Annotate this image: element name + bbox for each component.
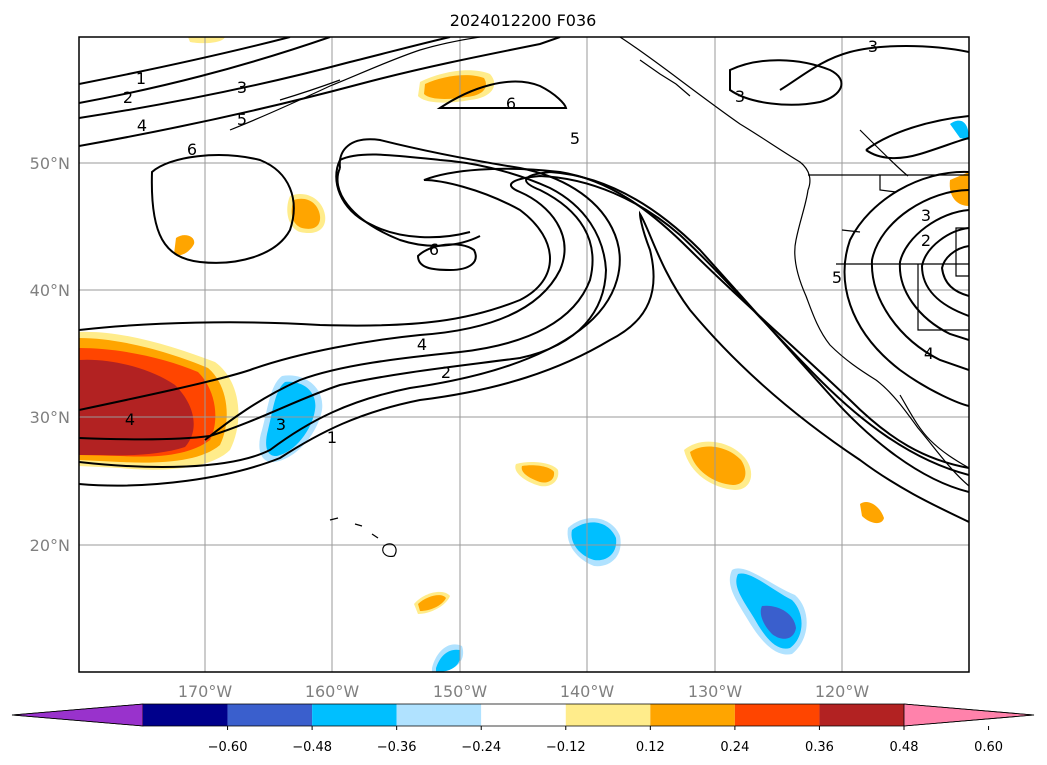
lon-label: 140°W — [560, 682, 615, 701]
contour-label: 4 — [125, 410, 135, 429]
colorbar-extend-high — [903, 703, 1035, 727]
warm-anomaly-150w-inner — [418, 595, 446, 611]
colorbar-segment — [312, 704, 397, 726]
contour-label: 6 — [429, 240, 439, 259]
lat-label: 50°N — [30, 154, 70, 173]
colorbar-tick-label: −0.48 — [292, 740, 332, 755]
lon-label: 120°W — [815, 682, 870, 701]
lon-label: 160°W — [305, 682, 360, 701]
contour-label: 4 — [924, 344, 934, 363]
warm-anomaly-162w-inner — [291, 198, 321, 229]
cool-anomaly-central-inner — [266, 381, 316, 457]
warm-anomaly-173w — [174, 235, 195, 256]
colorbar-outline — [11, 703, 1035, 727]
contour-label: 2 — [441, 363, 451, 382]
lat-label: 40°N — [30, 281, 70, 300]
colorbar-segment — [734, 704, 820, 726]
cool-anomaly-150w-south-inner — [436, 649, 461, 672]
colorbar-segment — [227, 704, 313, 726]
contour-label: 6 — [187, 140, 197, 159]
colorbar-tick-label: 0.12 — [636, 740, 665, 755]
lon-label: 150°W — [433, 682, 488, 701]
figure-title: 2024012200 F036 — [450, 11, 597, 30]
colorbar-tick-label: 0.48 — [890, 740, 919, 755]
contour-label: 6 — [506, 94, 516, 113]
cool-anomaly-ne — [950, 120, 969, 140]
warm-anomaly-north-inner — [424, 75, 486, 99]
contour-label: 1 — [327, 428, 337, 447]
contour-label: 5 — [570, 129, 580, 148]
colorbar-segment — [565, 704, 651, 726]
colorbar-segment — [650, 704, 735, 726]
contour-label-group: 1 2 3 4 5 6 6 6 5 4 2 1 3 4 3 2 3 5 4 3 — [123, 37, 934, 447]
lat-label: 20°N — [30, 536, 70, 555]
map-area: 1 2 3 4 5 6 6 6 5 4 2 1 3 4 3 2 3 5 4 3 — [79, 37, 969, 672]
contour-label: 2 — [123, 88, 133, 107]
longitude-labels: 170°W 160°W 150°W 140°W 130°W 120°W — [178, 682, 870, 701]
contour-label: 4 — [137, 116, 147, 135]
colorbar-tick-label: −0.24 — [461, 740, 501, 755]
warm-anomaly-west-darkred — [79, 359, 194, 456]
warm-anomaly-143w-inner — [521, 465, 555, 483]
contour-label: 3 — [921, 206, 931, 225]
colorbar-extend-low — [11, 703, 144, 727]
contour-label: 3 — [237, 78, 247, 97]
coastlines — [229, 37, 969, 557]
contour-label: 5 — [832, 268, 842, 287]
contour-label: 4 — [417, 335, 427, 354]
colorbar-tick-label: −0.36 — [377, 740, 417, 755]
colorbar-tick-label: 0.60 — [974, 740, 1003, 755]
colorbar-segment — [143, 704, 228, 726]
contour-label: 3 — [735, 87, 745, 106]
contour-label: 3 — [276, 415, 286, 434]
contours — [79, 37, 969, 523]
warm-anomaly-118w — [860, 501, 884, 524]
latitude-labels: 50°N 40°N 30°N 20°N — [30, 154, 70, 555]
colorbar-tick-label: −0.60 — [208, 740, 248, 755]
contour-label: 5 — [237, 110, 247, 129]
warm-anomaly-130w-inner — [690, 446, 746, 485]
cool-anomaly-125w-core — [760, 605, 796, 639]
cool-anomaly-140w-inner — [571, 522, 617, 561]
gridlines — [79, 37, 969, 672]
warm-anomaly-top — [188, 37, 225, 44]
lat-label: 30°N — [30, 408, 70, 427]
colorbar-tick-label: 0.36 — [805, 740, 834, 755]
colorbar-segment — [481, 704, 566, 726]
colorbar-tick-label: 0.24 — [720, 740, 749, 755]
lon-label: 170°W — [178, 682, 233, 701]
colorbar-tick-label: −0.12 — [546, 740, 586, 755]
colorbar: −0.60 −0.48 −0.36 −0.24 −0.12 0.12 0.24 0.36 0.4… — [11, 703, 1035, 755]
colorbar-segment — [819, 704, 904, 726]
warm-anomaly-east — [949, 172, 969, 206]
lon-label: 130°W — [688, 682, 743, 701]
contour-label: 3 — [868, 37, 878, 56]
filled-anomalies — [79, 37, 969, 672]
colorbar-segment — [396, 704, 482, 726]
contour-label: 1 — [136, 69, 146, 88]
map-frame — [78, 36, 970, 673]
contour-label: 2 — [921, 231, 931, 250]
